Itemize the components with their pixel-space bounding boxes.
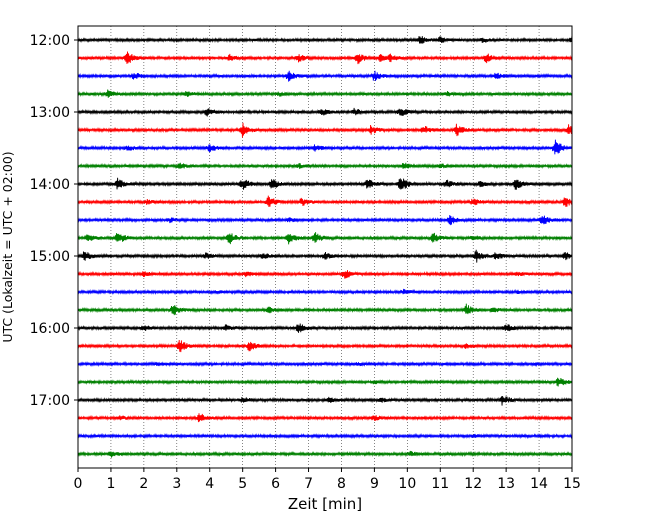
trace-line bbox=[77, 51, 573, 65]
trace-line bbox=[77, 432, 573, 440]
y-axis-ticks: 12:00 13:00 14:00 15:00 16:00 17:00 bbox=[30, 33, 78, 409]
trace-line bbox=[77, 107, 573, 117]
trace-line bbox=[77, 360, 573, 368]
y-axis-label: UTC (Lokalzeit = UTC + 02:00) bbox=[0, 151, 15, 342]
x-tick-label: 4 bbox=[205, 476, 214, 492]
x-tick-label: 12 bbox=[464, 476, 482, 492]
trace-line bbox=[77, 339, 573, 353]
x-tick-label: 14 bbox=[530, 476, 548, 492]
x-tick-label: 7 bbox=[304, 476, 313, 492]
traces bbox=[77, 36, 573, 458]
trace-line bbox=[77, 395, 573, 406]
x-tick-label: 0 bbox=[74, 476, 83, 492]
plot-frame bbox=[77, 25, 573, 469]
trace-line bbox=[77, 214, 573, 226]
trace-line bbox=[77, 413, 573, 423]
trace-line bbox=[77, 323, 573, 333]
trace-line bbox=[77, 377, 573, 387]
x-tick-label: 6 bbox=[271, 476, 280, 492]
trace-line bbox=[77, 195, 573, 207]
trace-line bbox=[77, 270, 573, 279]
y-tick-label: 12:00 bbox=[30, 33, 70, 49]
x-tick-label: 9 bbox=[370, 476, 379, 492]
x-tick-label: 8 bbox=[337, 476, 346, 492]
x-tick-label: 11 bbox=[431, 476, 449, 492]
trace-line bbox=[77, 450, 573, 458]
trace-line bbox=[77, 162, 573, 170]
y-tick-label: 13:00 bbox=[30, 105, 70, 121]
trace-line bbox=[77, 177, 573, 190]
trace-line bbox=[77, 70, 573, 82]
y-tick-label: 14:00 bbox=[30, 177, 70, 193]
y-tick-label: 17:00 bbox=[30, 393, 70, 409]
x-tick-label: 10 bbox=[398, 476, 416, 492]
trace-line bbox=[77, 232, 573, 245]
trace-line bbox=[77, 303, 573, 316]
trace-line bbox=[77, 89, 573, 98]
x-tick-label: 2 bbox=[139, 476, 148, 492]
x-axis-label: Zeit [min] bbox=[288, 495, 362, 513]
y-tick-label: 15:00 bbox=[30, 249, 70, 265]
x-tick-label: 3 bbox=[172, 476, 181, 492]
x-tick-label: 15 bbox=[563, 476, 581, 492]
x-tick-label: 1 bbox=[106, 476, 115, 492]
trace-line bbox=[77, 139, 573, 155]
trace-line bbox=[77, 288, 573, 296]
trace-line bbox=[77, 249, 573, 263]
y-tick-label: 16:00 bbox=[30, 321, 70, 337]
trace-line bbox=[77, 36, 573, 44]
x-axis-ticks: 0 1 2 3 4 5 6 7 8 9 10 11 12 13 14 15 bbox=[74, 468, 581, 492]
x-tick-label: 5 bbox=[238, 476, 247, 492]
trace-line bbox=[77, 122, 573, 138]
x-tick-label: 13 bbox=[497, 476, 515, 492]
